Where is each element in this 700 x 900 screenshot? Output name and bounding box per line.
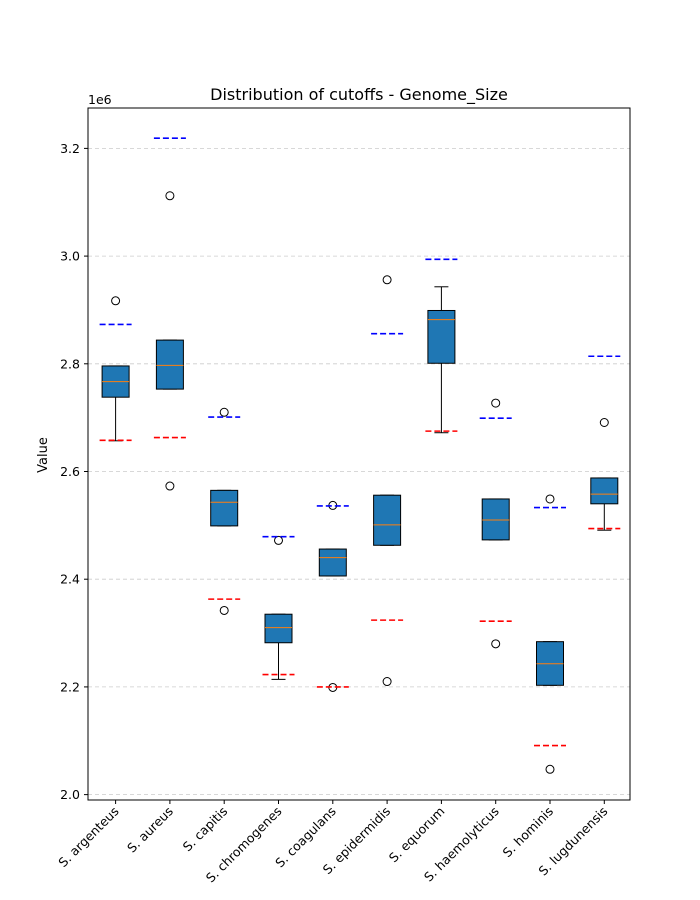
outlier-point — [165, 191, 175, 201]
box-iqr — [481, 498, 510, 541]
box-plot-item — [101, 296, 130, 442]
outlier-point — [111, 296, 121, 306]
box-plot-item — [590, 417, 619, 531]
y-tick-label: 2.4 — [60, 572, 80, 587]
plot-area-frame — [87, 107, 631, 801]
y-axis-offset-label: 1e6 — [88, 92, 112, 107]
outlier-point — [274, 535, 283, 545]
x-tick-label: S. capitis — [180, 804, 231, 855]
x-tick-label: S. aureus — [124, 804, 176, 856]
box-plot-item — [210, 407, 239, 615]
axes: 2.0 2.2 2.4 2.6 2.8 3.0 3.2 S. argenteus S. aure… — [55, 141, 610, 885]
box-plot-item — [536, 494, 564, 774]
outlier-point — [599, 417, 609, 427]
y-tick-label: 2.2 — [60, 679, 80, 694]
box-plot-item — [373, 275, 402, 687]
box-plot-item — [264, 535, 293, 680]
y-axis-label: Value — [36, 437, 51, 473]
y-tick-label: 3.2 — [60, 141, 80, 156]
box-iqr — [155, 339, 184, 390]
outlier-point — [219, 605, 229, 615]
cutoff-markers — [99, 137, 621, 747]
y-tick-label: 2.0 — [60, 787, 80, 802]
outlier-point — [165, 481, 175, 491]
y-tick-label: 3.0 — [60, 249, 80, 264]
outlier-point — [491, 639, 501, 649]
box-iqr — [590, 477, 619, 505]
outlier-point — [545, 764, 555, 774]
box-iqr — [210, 489, 239, 527]
box-plot-item — [427, 286, 456, 434]
box-plot-item — [155, 191, 184, 491]
chart-title: Distribution of cutoffs - Genome_Size — [210, 85, 508, 105]
box-iqr — [318, 548, 347, 577]
x-tick-label: S. hominis — [500, 804, 557, 861]
grid-lines — [88, 147, 630, 796]
box-plot-item — [481, 398, 510, 649]
outlier-point — [491, 398, 501, 408]
box-iqr — [427, 309, 456, 364]
y-tick-label: 2.6 — [60, 464, 80, 479]
box-iqr — [373, 494, 402, 546]
outlier-point — [219, 407, 229, 417]
y-tick-label: 2.8 — [60, 356, 80, 371]
outlier-point — [545, 494, 555, 504]
box-plot-item — [318, 500, 347, 692]
outlier-point — [382, 677, 392, 687]
outlier-point — [382, 275, 392, 285]
x-tick-label: S. argenteus — [55, 804, 122, 871]
box-iqr — [264, 613, 293, 644]
box-plot-series — [101, 191, 619, 774]
